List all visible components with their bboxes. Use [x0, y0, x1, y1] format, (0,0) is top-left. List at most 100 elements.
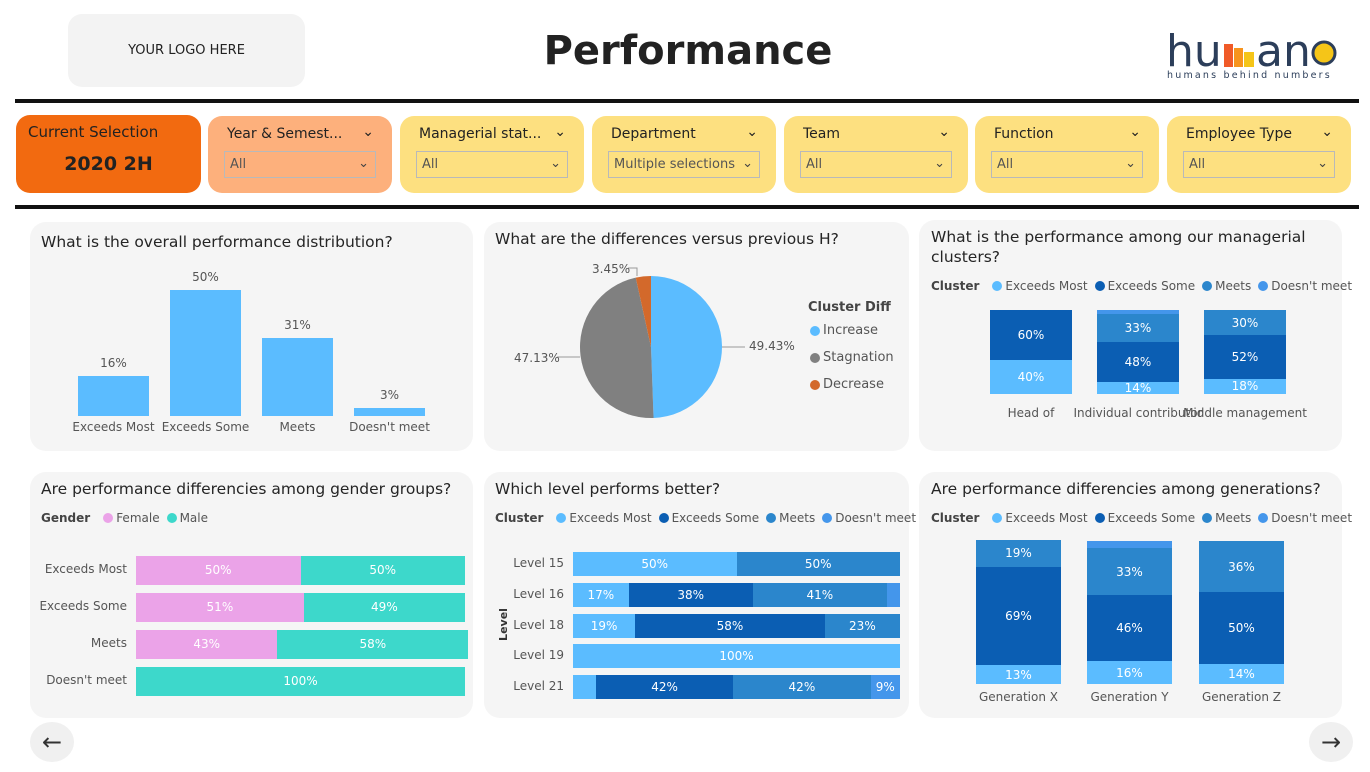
- slicer-value: Multiple selections: [614, 157, 735, 172]
- svg-text:hu: hu: [1166, 28, 1222, 77]
- back-button[interactable]: ←: [30, 722, 74, 762]
- bar-segment: 50%: [573, 552, 737, 576]
- slicer-dropdown[interactable]: All ⌄: [416, 151, 568, 178]
- slicer-dropdown[interactable]: All ⌄: [991, 151, 1143, 178]
- bar-segment: [886, 583, 900, 607]
- legend-dot-icon: [103, 513, 114, 523]
- category-label: Generation X: [979, 690, 1058, 704]
- slicer-value: All: [422, 157, 439, 172]
- legend-dot-icon: [556, 513, 567, 523]
- bar-segment: 58%: [635, 614, 825, 638]
- chart-legend: Cluster Exceeds Most Exceeds Some Meets Does…: [931, 511, 1352, 525]
- chevron-down-icon[interactable]: ⌄: [934, 156, 945, 171]
- legend-label: Decrease: [823, 377, 884, 392]
- bar-segment: 50%: [136, 555, 301, 585]
- legend-item: Exceeds Most: [569, 511, 652, 525]
- category-label: Exceeds Most: [44, 562, 127, 576]
- chevron-down-icon[interactable]: ⌄: [746, 124, 758, 140]
- slicer-value: All: [806, 157, 823, 172]
- data-label: 3%: [379, 388, 400, 403]
- category-label: Level 15: [513, 556, 564, 570]
- chevron-down-icon[interactable]: ⌄: [1321, 124, 1333, 140]
- slicer-value: All: [997, 157, 1014, 172]
- slicer-managerial-stat-[interactable]: Managerial stat... ⌄ All ⌄: [400, 116, 584, 193]
- page-title: Performance: [543, 28, 833, 74]
- bar-segment: 100%: [573, 644, 900, 668]
- legend-dot-icon: [766, 513, 777, 523]
- card-title: What is the overall performance distribu…: [41, 233, 393, 251]
- legend-dot-icon: [992, 281, 1003, 291]
- slicer-employee-type[interactable]: Employee Type ⌄ All ⌄: [1167, 116, 1351, 193]
- slicer-label: Function: [994, 126, 1054, 142]
- chevron-down-icon[interactable]: ⌄: [554, 124, 566, 140]
- legend-item: Male: [179, 511, 209, 525]
- slicer-function[interactable]: Function ⌄ All ⌄: [975, 116, 1159, 193]
- card-title: Which level performs better?: [495, 480, 721, 498]
- bar-segment: 33%: [1087, 548, 1172, 596]
- bar: [78, 375, 149, 416]
- bar-segment: 49%: [303, 592, 465, 622]
- chevron-down-icon[interactable]: ⌄: [362, 124, 374, 140]
- bar-segment: 50%: [1199, 592, 1284, 664]
- current-selection-value: 2020 2H: [64, 153, 153, 175]
- data-label: 47.13%: [514, 351, 560, 365]
- bar-segment: 46%: [1087, 595, 1172, 662]
- bar-segment: 18%: [1204, 378, 1286, 394]
- chevron-down-icon[interactable]: ⌄: [938, 124, 950, 140]
- slicer-year-semest-[interactable]: Year & Semest... ⌄ All ⌄: [208, 116, 392, 193]
- divider: [15, 205, 1359, 209]
- slicer-department[interactable]: Department ⌄ Multiple selections ⌄: [592, 116, 776, 193]
- chevron-down-icon[interactable]: ⌄: [1125, 156, 1136, 171]
- bar-segment: 51%: [136, 592, 304, 622]
- slicer-dropdown[interactable]: Multiple selections ⌄: [608, 151, 760, 178]
- bar-segment: 14%: [1097, 382, 1179, 394]
- data-label: 3.45%: [592, 262, 631, 276]
- bar-segment: 14%: [1199, 663, 1284, 684]
- slicer-dropdown[interactable]: All ⌄: [224, 151, 376, 178]
- legend-dot-icon: [1094, 513, 1105, 523]
- legend-item: Doesn't meet: [1271, 279, 1353, 293]
- chart-legend: Cluster Exceeds Most Exceeds Some Meets Does…: [931, 279, 1352, 293]
- bar-segment: 36%: [1199, 541, 1284, 593]
- slicer-value: All: [230, 157, 247, 172]
- legend-dot-icon: [1094, 281, 1105, 291]
- current-selection-label: Current Selection: [28, 123, 159, 141]
- slicer-label: Department: [611, 126, 696, 142]
- category-label: Level 21: [513, 679, 564, 693]
- legend-item: Exceeds Some: [1107, 511, 1196, 525]
- legend-title: Cluster: [495, 511, 544, 525]
- bar: [262, 337, 333, 416]
- bar-segment: 23%: [824, 614, 900, 638]
- legend-label: Increase: [823, 323, 879, 338]
- bar-segment: 38%: [628, 583, 753, 607]
- legend-dot-icon: [1258, 513, 1269, 523]
- brand-logo: hu an humans behind numbers: [1166, 26, 1341, 81]
- chevron-down-icon[interactable]: ⌄: [1317, 156, 1328, 171]
- data-label: 49.43%: [749, 339, 795, 353]
- legend-dot-icon: [822, 513, 833, 523]
- chevron-down-icon[interactable]: ⌄: [1129, 124, 1141, 140]
- card-title: Are performance differencies among gende…: [41, 480, 452, 498]
- slicer-team[interactable]: Team ⌄ All ⌄: [784, 116, 968, 193]
- svg-text:an: an: [1256, 28, 1311, 77]
- legend-dot-icon: [1202, 513, 1213, 523]
- legend-dot-icon: [1258, 281, 1269, 291]
- slicer-dropdown[interactable]: All ⌄: [1183, 151, 1335, 178]
- chevron-down-icon[interactable]: ⌄: [742, 156, 753, 171]
- slicer-dropdown[interactable]: All ⌄: [800, 151, 952, 178]
- forward-button[interactable]: →: [1309, 722, 1353, 762]
- category-label: Individual contributor: [1073, 406, 1203, 420]
- bar-segment: [573, 675, 596, 699]
- leader-line: [628, 267, 638, 276]
- legend-item: Female: [116, 511, 160, 525]
- chevron-down-icon[interactable]: ⌄: [550, 156, 561, 171]
- logo-placeholder: YOUR LOGO HERE: [68, 14, 305, 87]
- bar-segment: 42%: [733, 675, 871, 699]
- bar-segment: 40%: [990, 360, 1072, 394]
- bar-segment: 9%: [870, 675, 900, 699]
- bar-segment: 16%: [1087, 661, 1172, 684]
- pie-slice-increase: [651, 276, 723, 418]
- data-label: 31%: [284, 317, 311, 332]
- legend-title: Cluster Diff: [808, 300, 891, 315]
- chevron-down-icon[interactable]: ⌄: [358, 156, 369, 171]
